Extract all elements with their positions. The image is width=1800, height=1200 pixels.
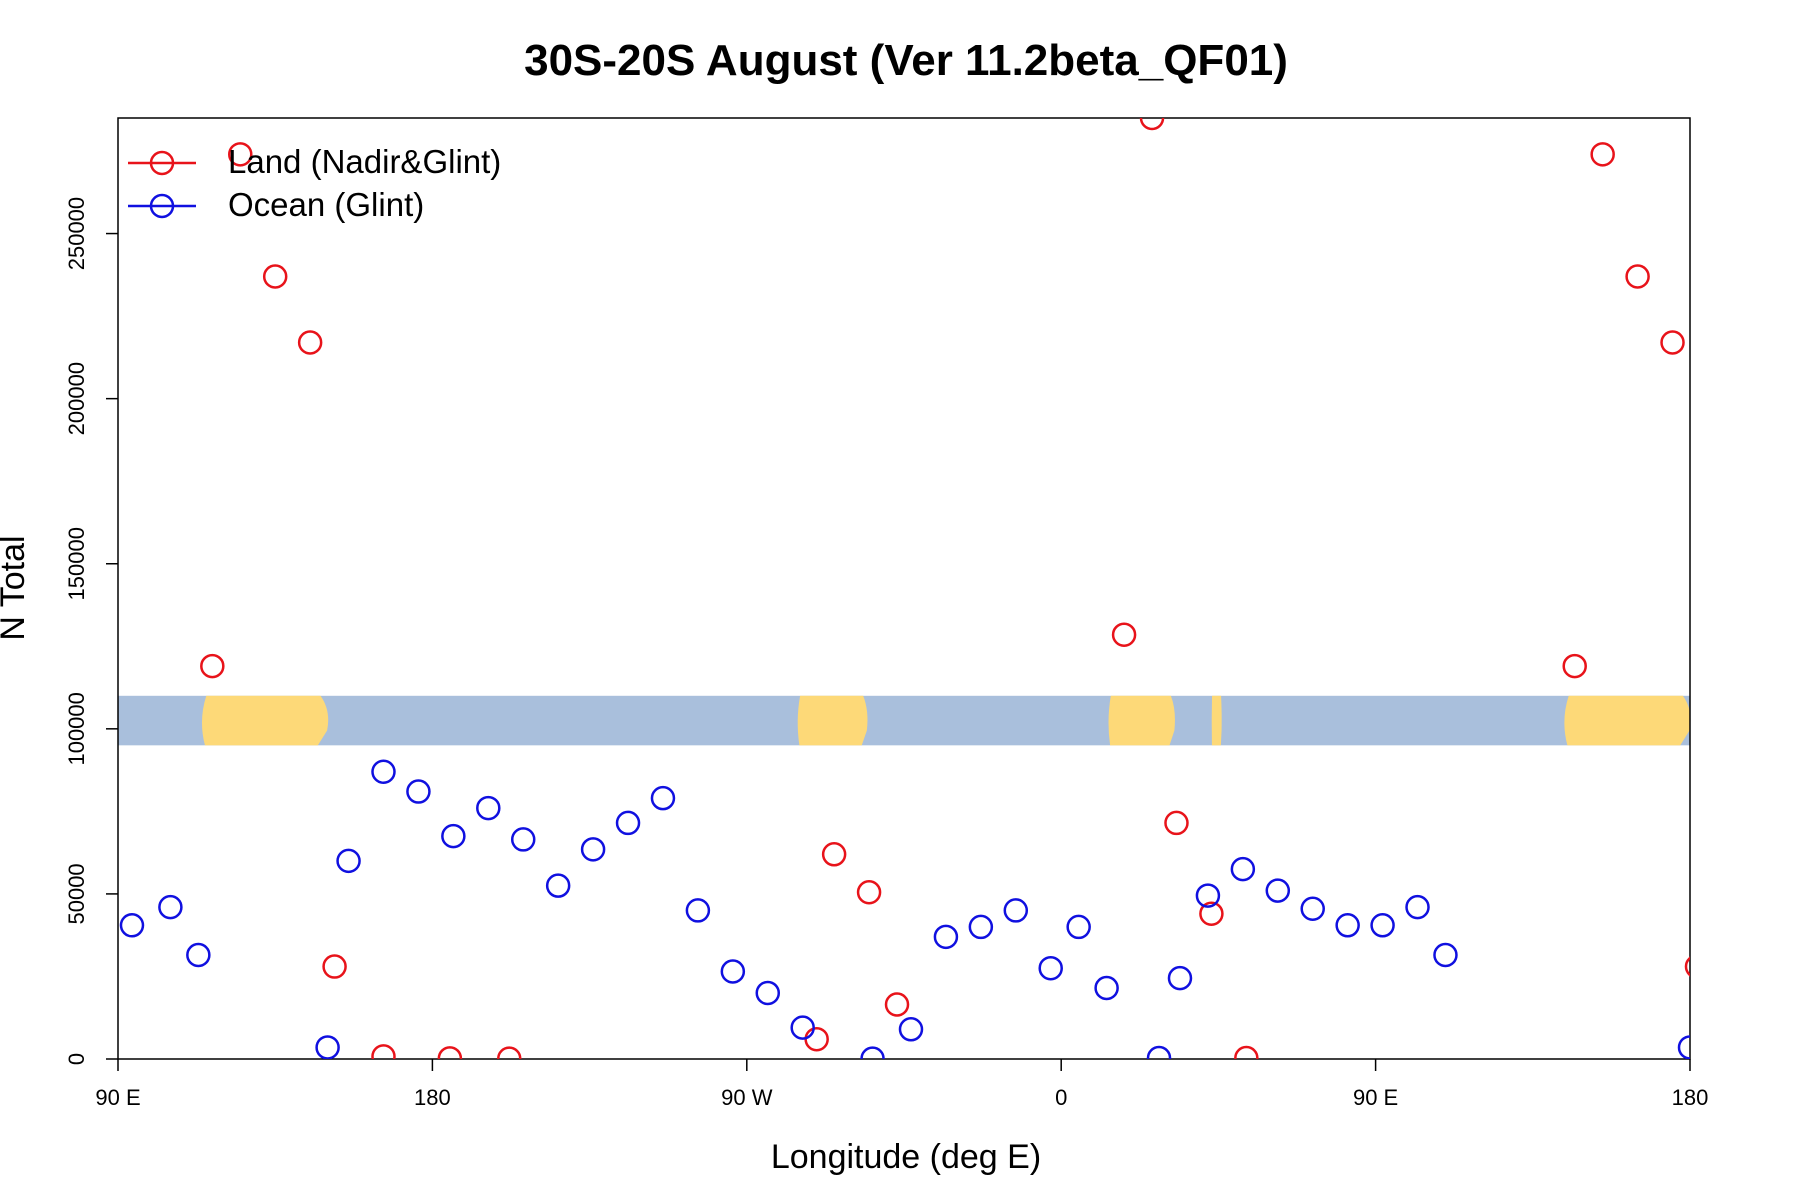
land-point	[1684, 956, 1690, 977]
x-tick-label: 90 E	[95, 1085, 140, 1110]
ocean-point	[933, 924, 959, 950]
x-tick-label: 90 W	[721, 1085, 773, 1110]
world-map-band	[118, 695, 1691, 746]
y-tick-label: 250000	[64, 197, 89, 270]
ocean-point	[1405, 894, 1430, 920]
ocean-point	[315, 1035, 340, 1059]
legend-entry-land: Land (Nadir&Glint)	[128, 143, 501, 180]
ocean-point	[406, 779, 431, 804]
legend-label-land: Land (Nadir&Glint)	[228, 143, 501, 180]
land-point	[1590, 142, 1615, 167]
ocean-point	[1094, 975, 1119, 1001]
land-point	[1562, 653, 1587, 679]
ocean-point	[441, 823, 466, 849]
ocean-point	[1066, 914, 1091, 940]
land-point	[297, 330, 323, 355]
x-tick-label: 180	[1672, 1085, 1709, 1110]
y-tick-label: 0	[64, 1053, 89, 1065]
ocean-point	[1770, 781, 1792, 803]
ocean-point	[860, 1046, 885, 1059]
land-point	[1735, 1045, 1757, 1067]
ocean-point	[1433, 942, 1458, 968]
land-point	[200, 653, 225, 679]
land-point	[1660, 330, 1685, 355]
land-point	[497, 1046, 522, 1059]
land-point	[228, 142, 253, 167]
land-point	[1234, 1045, 1259, 1059]
legend-entry-ocean: Ocean (Glint)	[128, 186, 424, 223]
y-tick-label: 100000	[64, 692, 89, 765]
x-axis: 90 E 180 90 W 0 90 E 180	[95, 1059, 1708, 1110]
ocean-point	[158, 894, 183, 920]
land-point	[371, 1044, 396, 1059]
ocean-point	[119, 913, 145, 938]
ocean-point	[1265, 878, 1291, 903]
land-point	[856, 880, 882, 905]
ocean-band	[118, 695, 1690, 746]
ocean-point	[898, 1017, 924, 1042]
legend: Land (Nadir&Glint) Ocean (Glint)	[128, 143, 501, 223]
ocean-point	[371, 759, 396, 784]
y-tick-label: 150000	[64, 527, 89, 600]
land-point	[821, 842, 847, 867]
ocean-point	[1735, 761, 1757, 783]
ocean-point	[336, 848, 361, 874]
ocean-point	[580, 837, 606, 862]
legend-label-ocean: Ocean (Glint)	[228, 186, 424, 223]
y-tick-label: 50000	[64, 863, 89, 924]
land-point	[1111, 622, 1137, 647]
ocean-point	[1003, 898, 1029, 923]
ocean-point	[1700, 850, 1722, 872]
x-tick-label: 180	[414, 1085, 451, 1110]
land-point	[1199, 901, 1224, 926]
ocean-point	[650, 785, 676, 811]
land-point	[804, 1026, 829, 1052]
ocean-point	[510, 827, 536, 852]
land-mass	[797, 695, 868, 746]
ocean-point	[1230, 856, 1256, 882]
y-axis: 0 50000 100000 150000 200000 250000	[64, 197, 118, 1065]
ocean-point	[476, 795, 501, 821]
x-axis-label: Longitude (deg E)	[771, 1138, 1041, 1176]
plot-frame	[117, 117, 1691, 1060]
land-mass	[1211, 695, 1222, 746]
ocean-point	[1167, 965, 1193, 991]
y-axis-label: N Total	[0, 535, 32, 640]
land-point	[1164, 810, 1189, 836]
ocean-point	[1370, 913, 1395, 938]
ocean-point	[720, 959, 746, 984]
land-point	[884, 992, 910, 1017]
chart-title: 30S-20S August (Ver 11.2beta_QF01)	[524, 36, 1288, 85]
y-tick-label: 200000	[64, 362, 89, 435]
land-point	[1625, 264, 1650, 289]
ocean-point	[1335, 913, 1360, 938]
land-point	[437, 1046, 463, 1059]
ocean-point	[1677, 1035, 1690, 1059]
ocean-point	[685, 898, 711, 923]
land-point	[322, 954, 347, 979]
land-point	[1139, 118, 1165, 131]
ocean-point	[968, 914, 994, 940]
ocean-point	[615, 810, 641, 836]
land-mass	[1564, 695, 1691, 746]
land-point	[262, 264, 288, 289]
ocean-point	[790, 1015, 815, 1040]
land-mass	[201, 695, 329, 746]
x-tick-label: 0	[1055, 1085, 1067, 1110]
x-tick-label: 90 E	[1353, 1085, 1398, 1110]
ocean-point	[545, 873, 571, 898]
ocean-point	[755, 980, 781, 1006]
ocean-point	[1300, 896, 1325, 922]
ocean-point	[1195, 883, 1221, 908]
data-points	[119, 118, 1792, 1067]
land-mass	[1108, 695, 1175, 746]
ocean-point	[186, 942, 211, 968]
ocean-point	[1038, 955, 1063, 981]
ocean-point	[1146, 1045, 1172, 1059]
